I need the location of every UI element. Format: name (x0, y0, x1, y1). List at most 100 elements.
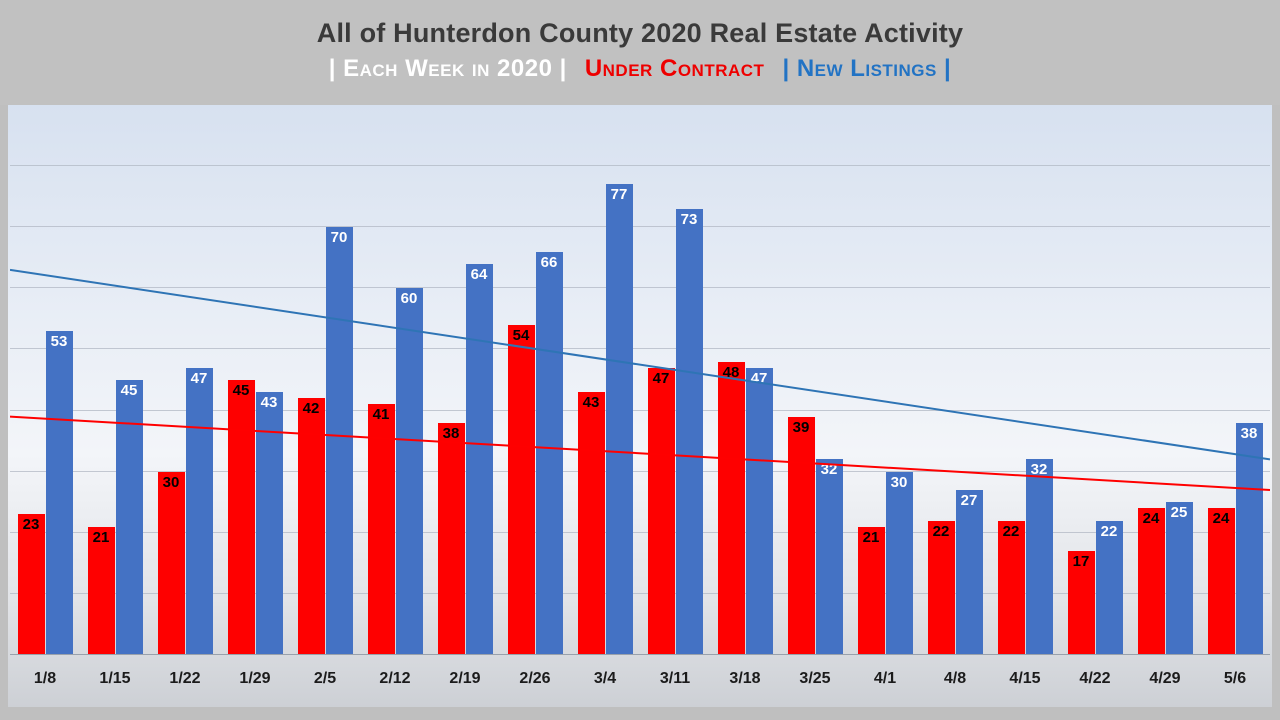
bar-new-listings-2/5: 70 (325, 227, 353, 655)
bar-under-contract-3/18: 48 (717, 361, 745, 655)
bar-value-label: 42 (302, 400, 320, 418)
x-axis-label-4/22: 4/22 (1079, 670, 1111, 687)
bar-value-label: 24 (1212, 510, 1230, 528)
bar-new-listings-5/6: 38 (1235, 422, 1263, 655)
x-axis-label-1/15: 1/15 (99, 670, 131, 687)
bar-new-listings-3/4: 77 (605, 184, 633, 655)
chart-header: All of Hunterdon County 2020 Real Estate… (0, 0, 1280, 105)
bar-value-label: 30 (162, 473, 180, 491)
bar-value-label: 47 (190, 369, 208, 387)
bar-value-label: 64 (470, 265, 488, 283)
bar-under-contract-1/29: 45 (227, 379, 255, 655)
bar-value-label: 21 (92, 528, 110, 546)
bar-value-label: 73 (680, 210, 698, 228)
bar-value-label: 22 (932, 522, 950, 540)
gridline-70 (10, 226, 1270, 228)
bar-under-contract-2/19: 38 (437, 422, 465, 655)
x-axis-label-3/18: 3/18 (729, 670, 761, 687)
gridline-80 (10, 165, 1270, 167)
bar-new-listings-2/26: 66 (535, 251, 563, 655)
bar-new-listings-3/18: 47 (745, 367, 773, 655)
bar-value-label: 17 (1072, 553, 1090, 571)
bar-under-contract-3/4: 43 (577, 392, 605, 655)
bar-group-1/8: 23 53 (10, 111, 80, 655)
bar-value-label: 70 (330, 229, 348, 247)
bar-value-label: 38 (442, 424, 460, 442)
x-axis-label-4/29: 4/29 (1149, 670, 1181, 687)
bar-value-label: 54 (512, 326, 530, 344)
x-axis-label-1/29: 1/29 (239, 670, 271, 687)
bar-group-4/1: 21 30 (850, 111, 920, 655)
plot-area: 23 53 21 45 30 47 45 43 42 70 41 60 38 64 54 66 43 77 47 73… (10, 111, 1270, 655)
x-axis-label-2/12: 2/12 (379, 670, 411, 687)
bar-group-1/22: 30 47 (150, 111, 220, 655)
x-axis-label-1/22: 1/22 (169, 670, 201, 687)
page-title: All of Hunterdon County 2020 Real Estate… (316, 18, 964, 48)
bar-value-label: 38 (1240, 424, 1258, 442)
bar-value-label: 43 (260, 394, 278, 412)
bar-under-contract-3/11: 47 (647, 367, 675, 655)
bar-value-label: 77 (610, 186, 628, 204)
x-axis-label-2/26: 2/26 (519, 670, 551, 687)
bar-new-listings-2/19: 64 (465, 263, 493, 655)
bar-value-label: 32 (1030, 461, 1048, 479)
bar-new-listings-4/29: 25 (1165, 502, 1193, 655)
bar-value-label: 60 (400, 290, 418, 308)
bar-under-contract-1/22: 30 (157, 471, 185, 655)
bar-group-4/22: 17 22 (1060, 111, 1130, 655)
bar-group-1/29: 45 43 (220, 111, 290, 655)
bar-value-label: 66 (540, 253, 558, 271)
bar-under-contract-4/1: 21 (857, 526, 885, 655)
bar-group-2/12: 41 60 (360, 111, 430, 655)
x-axis-label-4/1: 4/1 (873, 670, 897, 687)
bar-group-3/4: 43 77 (570, 111, 640, 655)
x-axis-label-2/19: 2/19 (449, 670, 481, 687)
bar-new-listings-1/15: 45 (115, 379, 143, 655)
x-axis-label-4/15: 4/15 (1009, 670, 1041, 687)
bar-group-2/26: 54 66 (500, 111, 570, 655)
subtitle-part-2: | New Listings | (782, 55, 952, 82)
bar-group-3/18: 48 47 (710, 111, 780, 655)
bar-under-contract-2/5: 42 (297, 398, 325, 655)
bar-new-listings-4/15: 32 (1025, 459, 1053, 655)
gridline-10 (10, 592, 1270, 594)
bar-value-label: 30 (890, 473, 908, 491)
bar-group-2/19: 38 64 (430, 111, 500, 655)
bar-group-5/6: 24 38 (1200, 111, 1270, 655)
bar-group-1/15: 21 45 (80, 111, 150, 655)
bar-value-label: 41 (372, 406, 390, 424)
x-axis-label-3/25: 3/25 (799, 670, 831, 687)
bar-new-listings-4/1: 30 (885, 471, 913, 655)
bar-value-label: 21 (862, 528, 880, 546)
bar-value-label: 45 (120, 381, 138, 399)
bars-container: 23 53 21 45 30 47 45 43 42 70 41 60 38 64 54 66 43 77 47 73… (10, 111, 1270, 655)
bar-group-4/15: 22 32 (990, 111, 1060, 655)
bar-under-contract-2/26: 54 (507, 324, 535, 655)
bar-new-listings-4/8: 27 (955, 489, 983, 655)
bar-value-label: 24 (1142, 510, 1160, 528)
bar-group-3/11: 47 73 (640, 111, 710, 655)
x-axis-line (10, 654, 1270, 655)
bar-under-contract-1/15: 21 (87, 526, 115, 655)
bar-new-listings-4/22: 22 (1095, 520, 1123, 655)
bar-under-contract-1/8: 23 (17, 514, 45, 655)
bar-value-label: 47 (652, 369, 670, 387)
x-axis-label-3/11: 3/11 (659, 670, 691, 687)
bar-under-contract-3/25: 39 (787, 416, 815, 655)
bar-new-listings-2/12: 60 (395, 288, 423, 655)
bar-new-listings-1/8: 53 (45, 331, 73, 655)
bar-value-label: 22 (1100, 522, 1118, 540)
x-axis-labels: 1/8 1/15 1/22 1/29 2/5 2/12 2/19 2/26 3/4 3/11 3/1… (10, 660, 1270, 698)
x-axis-label-5/6: 5/6 (1223, 670, 1247, 687)
bar-value-label: 25 (1170, 504, 1188, 522)
bar-under-contract-4/22: 17 (1067, 551, 1095, 655)
bar-under-contract-4/29: 24 (1137, 508, 1165, 655)
bar-under-contract-4/15: 22 (997, 520, 1025, 655)
subtitle-part-1: Under Contract (584, 55, 765, 82)
subtitle-part-0: | Each Week in 2020 | (328, 55, 567, 82)
bar-value-label: 23 (22, 516, 40, 534)
bar-value-label: 39 (792, 418, 810, 436)
x-axis-label-2/5: 2/5 (313, 670, 337, 687)
bar-new-listings-3/11: 73 (675, 208, 703, 655)
